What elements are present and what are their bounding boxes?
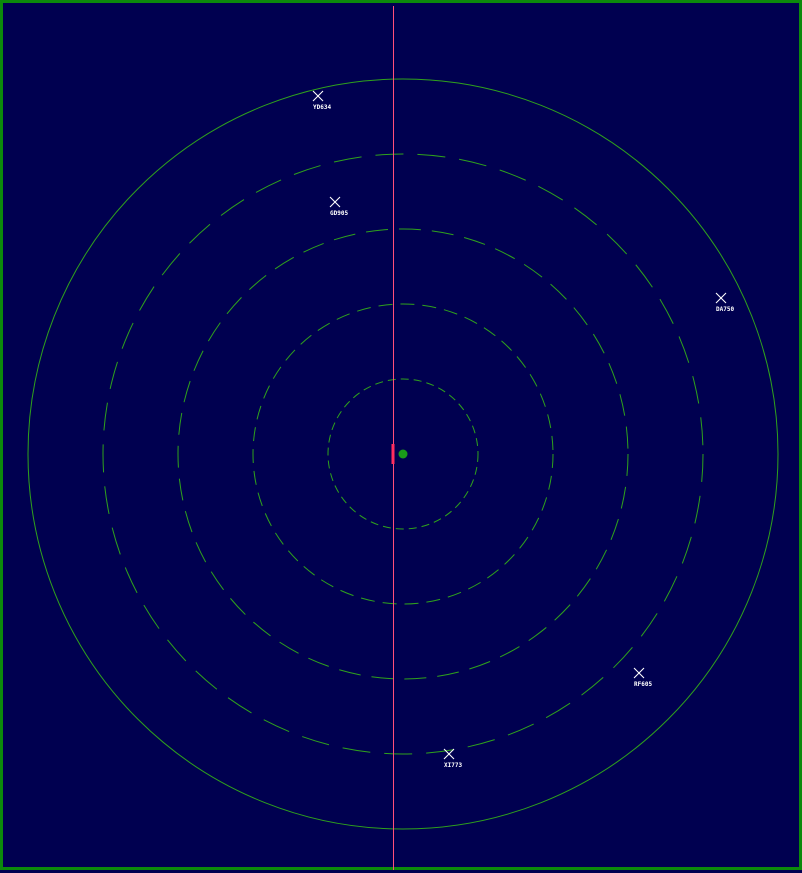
range-ring-2 — [252, 303, 554, 605]
radar-center-dot — [398, 449, 408, 459]
aircraft-callsign: YD634 — [313, 104, 331, 111]
aircraft-rf605[interactable]: RF605 — [633, 667, 652, 688]
aircraft-gd905[interactable]: GD905 — [329, 196, 348, 217]
cross-marker-icon — [312, 90, 324, 102]
aircraft-callsign: XI773 — [444, 762, 462, 769]
aircraft-callsign: DA750 — [716, 306, 734, 313]
cross-marker-icon — [715, 292, 727, 304]
aircraft-xi773[interactable]: XI773 — [443, 748, 462, 769]
radar-scope: YD634 GD905 DA750 RF605 XI773 — [27, 6, 779, 870]
range-ring-outer — [27, 78, 779, 830]
cross-marker-icon — [443, 748, 455, 760]
range-ring-4 — [102, 153, 704, 755]
aircraft-yd634[interactable]: YD634 — [312, 90, 331, 111]
aircraft-callsign: GD905 — [330, 210, 348, 217]
aircraft-callsign: RF605 — [634, 681, 652, 688]
cross-marker-icon — [329, 196, 341, 208]
cross-marker-icon — [633, 667, 645, 679]
aircraft-da750[interactable]: DA750 — [715, 292, 734, 313]
range-ring-1 — [327, 378, 479, 530]
range-ring-3 — [177, 228, 629, 680]
